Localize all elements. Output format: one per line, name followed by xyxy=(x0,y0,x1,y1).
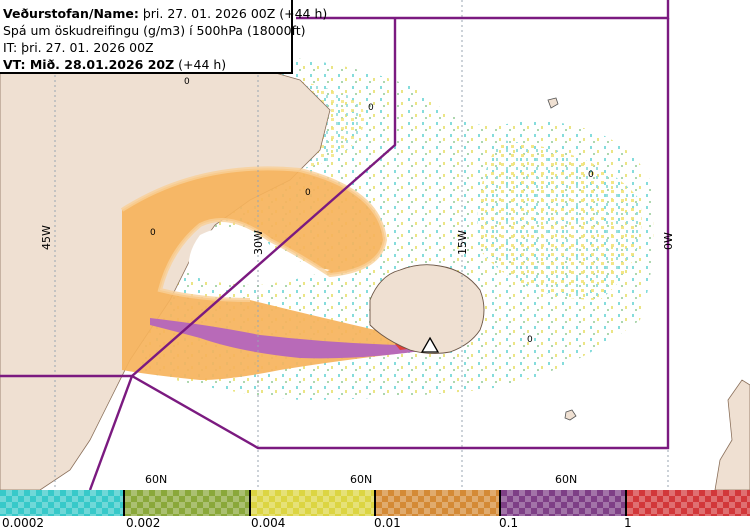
legend-swatch-3 xyxy=(250,490,376,516)
domain-sw-edge xyxy=(88,375,134,490)
legend-label-5: 0.1 xyxy=(499,516,519,530)
legend-label-3: 0.004 xyxy=(251,516,286,530)
faroe-islands xyxy=(564,409,577,421)
meridian-label-15w: 15W xyxy=(456,230,469,255)
swirl-fringe xyxy=(120,166,388,302)
issuer-label: Veðurstofan/Name: xyxy=(3,6,139,21)
meridian-label-45w: 45W xyxy=(40,225,53,250)
issuer-date: þri. 27. 01. 2026 00Z (+44 h) xyxy=(138,6,328,21)
legend-bar xyxy=(0,490,750,516)
contour-label-4: 0 xyxy=(150,228,156,238)
concentration-legend: 0.0002 0.002 0.004 0.01 0.1 1 xyxy=(0,490,750,532)
domain-south-edge xyxy=(131,18,670,450)
latitude-label-3: 60N xyxy=(555,473,577,486)
contour-label-5: 0 xyxy=(588,170,594,180)
valid-time: VT: Mið. 28.01.2026 20Z xyxy=(3,57,175,72)
forecast-info-box: Veðurstofan/Name: þri. 27. 01. 2026 00Z … xyxy=(0,0,327,74)
contour-label-2: 0 xyxy=(368,103,374,113)
swirl-gap xyxy=(188,227,330,285)
ash-haze-east xyxy=(477,140,642,300)
legend-swatch-2 xyxy=(125,490,251,516)
legend-swatch-6 xyxy=(626,490,750,516)
domain-west-edge xyxy=(0,18,397,378)
jan-mayen-island xyxy=(547,97,559,109)
forecast-title: Spá um öskudreifingu (g/m3) í 500hPa (18… xyxy=(3,23,306,38)
contour-label-6: 0 xyxy=(527,335,533,345)
legend-label-4: 0.01 xyxy=(374,516,401,530)
legend-label-6: 1 xyxy=(624,516,632,530)
meridian-label-30w: 30W xyxy=(252,230,265,255)
iceland-land xyxy=(369,264,485,355)
volcano-marker-icon xyxy=(420,336,440,353)
issuer-line: Veðurstofan/Name: þri. 27. 01. 2026 00Z … xyxy=(3,5,327,22)
legend-swatch-5 xyxy=(501,490,627,516)
latitude-label-2: 60N xyxy=(350,473,372,486)
meridian-label-0w: 0W xyxy=(662,232,675,250)
contour-label-3: 0 xyxy=(305,188,311,198)
legend-swatch-1 xyxy=(0,490,126,516)
ash-plume-purple xyxy=(150,318,428,359)
latitude-label-1: 60N xyxy=(145,473,167,486)
norway-land xyxy=(714,379,750,490)
legend-label-1: 0.0002 xyxy=(2,516,44,530)
contour-label-1: 0 xyxy=(184,77,190,87)
valid-time-offset: (+44 h) xyxy=(174,57,227,72)
legend-swatch-4 xyxy=(375,490,502,516)
initial-time: IT: þri. 27. 01. 2026 00Z xyxy=(3,40,154,55)
valid-time-line: VT: Mið. 28.01.2026 20Z (+44 h) xyxy=(3,56,291,73)
ash-dispersion-map: 45W 30W 15W 0W 60N 60N 60N 0 0 0 0 0 0 xyxy=(0,0,750,490)
legend-label-2: 0.002 xyxy=(126,516,161,530)
domain-outline xyxy=(0,0,670,490)
